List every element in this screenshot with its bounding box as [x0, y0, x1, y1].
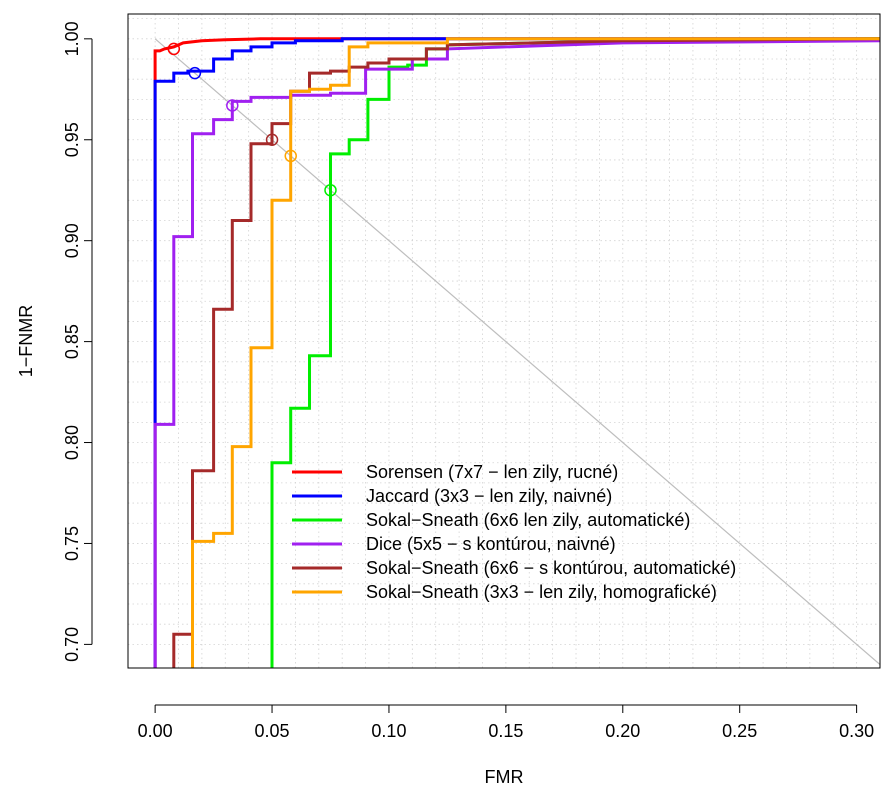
y-tick-label: 0.80 — [62, 425, 82, 460]
legend-label-6: Sokal−Sneath (3x3 − len zily, homografic… — [366, 582, 717, 602]
y-tick-label: 0.95 — [62, 122, 82, 157]
legend-label-5: Sokal−Sneath (6x6 − s kontúrou, automati… — [366, 558, 736, 578]
x-axis-title: FMR — [485, 767, 524, 787]
legend-label-1: Sorensen (7x7 − len zily, rucné) — [366, 462, 618, 482]
series-line-5 — [172, 37, 880, 668]
eer-marker-4 — [226, 99, 239, 112]
eer-marker-1 — [167, 42, 181, 56]
plot-area — [153, 37, 880, 668]
diagonal-reference-line — [154, 38, 880, 666]
x-tick-label: 0.30 — [839, 721, 874, 741]
y-axis: 0.70 0.75 0.80 0.85 0.90 0.95 1.00 — [62, 21, 93, 662]
y-tick-label: 0.70 — [62, 627, 82, 662]
grid-lines — [128, 14, 881, 668]
x-tick-label: 0.05 — [255, 721, 290, 741]
y-axis-title: 1−FNMR — [16, 305, 36, 378]
eer-marker-3 — [324, 183, 337, 197]
legend-label-2: Jaccard (3x3 − len zily, naivné) — [366, 486, 612, 506]
legend: Sorensen (7x7 − len zily, rucné) Jaccard … — [292, 462, 736, 602]
legend-label-4: Dice (5x5 − s kontúrou, naivné) — [366, 534, 616, 554]
x-tick-label: 0.20 — [605, 721, 640, 741]
eer-marker-2 — [188, 66, 202, 80]
eer-marker-6 — [284, 149, 297, 163]
legend-label-3: Sokal−Sneath (6x6 len zily, automatické) — [366, 510, 690, 530]
x-tick-label: 0.25 — [722, 721, 757, 741]
y-tick-label: 0.75 — [62, 526, 82, 561]
plot-frame — [127, 13, 881, 669]
eer-marker-5 — [265, 133, 279, 147]
x-tick-label: 0.00 — [138, 721, 173, 741]
series-line-2 — [153, 37, 880, 668]
x-axis: 0.00 0.05 0.10 0.15 0.20 0.25 0.30 — [138, 704, 874, 741]
y-tick-label: 1.00 — [62, 21, 82, 56]
x-tick-label: 0.10 — [371, 721, 406, 741]
series-line-6 — [191, 37, 880, 668]
y-tick-label: 0.90 — [62, 223, 82, 258]
x-tick-label: 0.15 — [488, 721, 523, 741]
y-tick-label: 0.85 — [62, 324, 82, 359]
